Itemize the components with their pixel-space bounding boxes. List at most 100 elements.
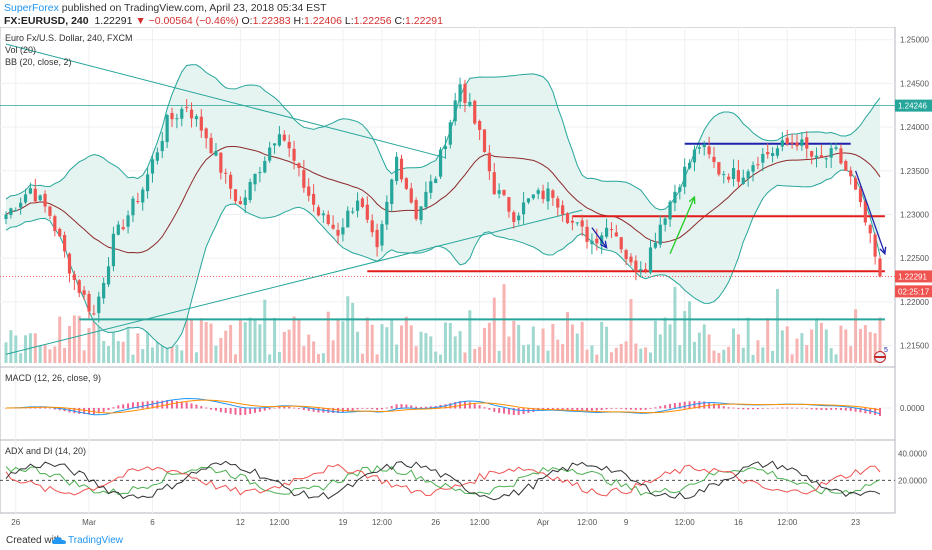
volume-bar	[175, 344, 179, 363]
candle-body	[331, 224, 335, 229]
bb-upper-line	[5, 64, 881, 211]
volume-bar	[258, 324, 262, 363]
publisher-link[interactable]: SuperForex	[4, 2, 59, 14]
candle-body	[463, 83, 467, 103]
time-tick-label: 12:00	[577, 518, 598, 527]
volume-bar	[97, 326, 101, 363]
price-axis[interactable]: 1.25000 1.24500 1.24000 1.23500 1.23000 1.225…	[895, 36, 932, 486]
candle-body	[551, 190, 555, 198]
volume-bar	[287, 329, 291, 363]
time-axis[interactable]: 26 Mar 6 12 12:00 19 12:00 26 12:00 Apr 12:00 9 12:0…	[11, 518, 860, 527]
macd-histogram-bar	[791, 407, 794, 409]
volume-bar	[819, 322, 823, 363]
volume-bar	[868, 332, 872, 363]
macd-histogram-bar	[53, 408, 56, 410]
macd-histogram-bar	[195, 404, 198, 409]
volume-bar	[121, 341, 125, 363]
candle-body	[644, 269, 648, 271]
volume-bar	[72, 315, 76, 363]
volume-bar	[854, 309, 858, 363]
macd-histogram-bar	[171, 400, 174, 409]
volume-bar	[282, 331, 286, 363]
macd-histogram-bar	[371, 408, 374, 410]
volume-bar	[566, 312, 570, 363]
macd-histogram-bar	[410, 405, 413, 409]
time-tick-label: 12	[236, 518, 245, 527]
macd-histogram-bar	[849, 408, 852, 411]
candle-body	[595, 238, 599, 244]
macd-histogram-bar	[307, 408, 310, 411]
candle-body	[243, 197, 247, 206]
macd-histogram-bar	[317, 408, 320, 413]
candle-body	[829, 148, 833, 158]
macd-histogram-bar	[127, 403, 130, 409]
chart-canvas[interactable]: 1.25000 1.24500 1.24000 1.23500 1.23000 1.225…	[0, 27, 932, 532]
volume-bar	[277, 352, 281, 363]
candle-body	[160, 141, 164, 152]
price-tick-label: 1.22000	[900, 298, 929, 307]
macd-histogram-bar	[703, 401, 706, 409]
adx-pane[interactable]	[0, 439, 896, 514]
volume-bar	[595, 354, 599, 363]
candle-body	[600, 235, 604, 245]
macd-histogram-bar	[586, 408, 589, 411]
volume-bar	[4, 342, 8, 363]
volume-bar	[243, 322, 247, 363]
candle-body	[844, 161, 848, 171]
macd-histogram-bar	[58, 408, 61, 411]
macd-histogram-bar	[649, 408, 652, 409]
macd-histogram-bar	[503, 408, 506, 414]
macd-histogram-bar	[620, 408, 623, 409]
time-tick-label: 12:00	[269, 518, 290, 527]
macd-histogram-bar	[288, 407, 291, 409]
candle-body	[849, 170, 853, 177]
time-tick-label: 12:00	[675, 518, 696, 527]
macd-histogram-bar	[595, 408, 598, 411]
volume-bar	[629, 299, 633, 363]
candle-body	[185, 107, 189, 109]
volume-bar	[849, 346, 853, 363]
volume-bar	[829, 348, 833, 363]
macd-histogram-bar	[297, 408, 300, 409]
down-arrow-icon: ▼	[135, 15, 146, 27]
price-tick-label: 1.21500	[900, 342, 929, 351]
macd-histogram-bar	[712, 403, 715, 409]
candle-body	[229, 174, 233, 189]
volume-bar	[38, 345, 42, 363]
volume-bar	[53, 346, 57, 363]
volume-bar	[194, 352, 198, 363]
candle-body	[312, 193, 316, 205]
candle-body	[443, 146, 448, 150]
candle-body	[292, 148, 296, 161]
candle-body	[580, 220, 584, 227]
candle-body	[136, 201, 140, 203]
macd-histogram-bar	[92, 408, 95, 415]
adx-tick-label: 20.0000	[898, 476, 927, 485]
volume-bar	[219, 337, 223, 363]
macd-histogram-bar	[625, 408, 628, 410]
candle-body	[224, 172, 228, 174]
candle-body	[209, 137, 213, 154]
adx-series-line	[5, 463, 881, 497]
tradingview-link[interactable]: TradingView	[68, 535, 124, 546]
candle-body	[868, 225, 872, 234]
macd-pane[interactable]	[0, 366, 896, 441]
macd-histogram-bar	[385, 407, 388, 409]
volume-bar	[815, 318, 819, 363]
candle-body	[687, 162, 692, 169]
volume-bar	[92, 319, 96, 363]
macd-histogram-bar	[698, 401, 701, 409]
volume-bar	[185, 300, 189, 363]
macd-histogram-bar	[561, 408, 564, 410]
price-tick-label: 1.25000	[900, 36, 929, 45]
price-tick-label: 1.24000	[900, 123, 929, 132]
macd-histogram-bar	[180, 401, 183, 409]
volume-bar	[536, 345, 540, 363]
candle-body	[145, 174, 150, 192]
volume-bar	[727, 346, 731, 363]
candle-body	[321, 213, 325, 216]
volume-bar	[409, 325, 413, 363]
flag-icon[interactable]: 5	[874, 347, 889, 363]
bb-legend: BB (20, close, 2)	[5, 57, 72, 67]
symbol-label: FX:EURUSD, 240	[4, 15, 89, 27]
